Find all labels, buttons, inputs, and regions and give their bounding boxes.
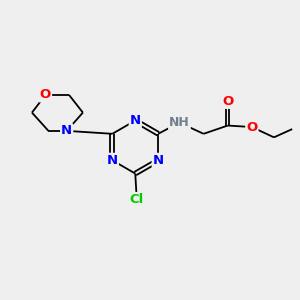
Text: O: O — [246, 121, 257, 134]
Text: NH: NH — [169, 116, 190, 129]
Text: N: N — [130, 114, 141, 127]
Text: N: N — [153, 154, 164, 167]
Text: O: O — [40, 88, 51, 101]
Text: O: O — [222, 95, 233, 108]
Text: N: N — [107, 154, 118, 167]
Text: N: N — [61, 124, 72, 137]
Text: Cl: Cl — [130, 193, 144, 206]
